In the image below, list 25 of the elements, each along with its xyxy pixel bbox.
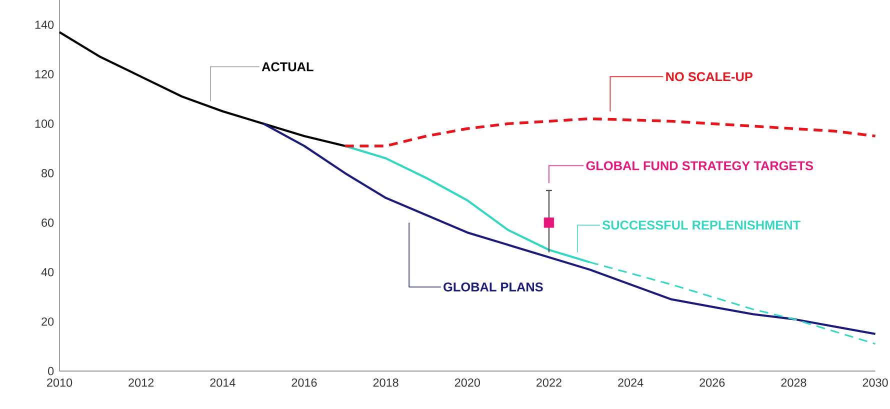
- y-tick-label: 0: [48, 366, 54, 376]
- x-tick-label: 2014: [210, 378, 236, 387]
- y-tick-label: 40: [41, 268, 54, 276]
- y-tick-label: 20: [42, 317, 54, 326]
- x-tick-label: 2016: [292, 378, 317, 387]
- x-tick-label: 2030: [862, 378, 888, 387]
- x-tick-label: 2010: [47, 378, 72, 387]
- text: GLOBAL PLANS: [444, 282, 543, 292]
- text: NO SCALE-UP: [666, 72, 752, 82]
- y-tick-label: 120: [35, 70, 54, 78]
- y-tick-label: 60: [42, 218, 54, 227]
- y-tick-label: 100: [35, 119, 54, 128]
- x-tick-label: 2012: [128, 378, 154, 387]
- text: SUCCESSFUL REPLENISHMENT: [602, 220, 800, 230]
- x-tick-label: 2028: [781, 378, 806, 387]
- x-tick-label: 2020: [454, 378, 480, 387]
- legend-label: GLOBAL FUND STRATEGY TARGETS: [586, 161, 813, 170]
- text: ACTUAL: [262, 62, 314, 72]
- line-series: [58, 30, 346, 147]
- y-tick-label: 140: [35, 20, 54, 29]
- x-tick-label: 2026: [700, 378, 725, 387]
- y-tick-label: 80: [42, 168, 54, 178]
- x-tick-label: 2018: [373, 378, 398, 387]
- x-tick-label: 2022: [536, 378, 562, 387]
- x-tick-label: 2024: [618, 378, 644, 387]
